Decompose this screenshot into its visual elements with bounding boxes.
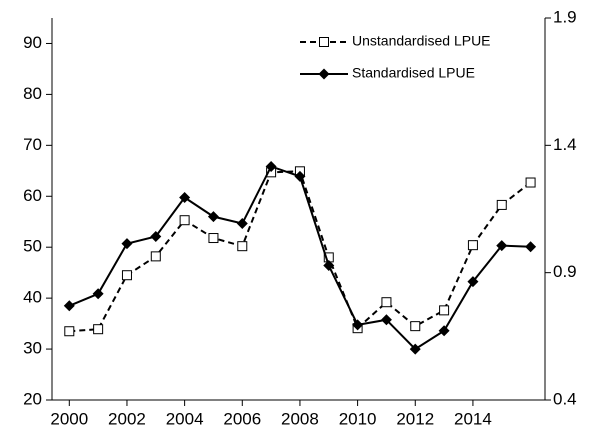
legend-marker [319, 37, 329, 47]
legend-marker [318, 68, 330, 80]
x-tick-label: 2000 [50, 409, 88, 428]
data-point [525, 177, 536, 188]
data-point [496, 240, 508, 252]
data-point [525, 241, 537, 253]
data-point [63, 300, 75, 312]
data-point [352, 319, 364, 331]
x-tick-label: 2006 [223, 409, 261, 428]
data-point [265, 160, 277, 172]
y-tick-label: 90 [23, 33, 42, 52]
data-point [410, 321, 421, 332]
data-point [380, 314, 392, 326]
x-tick-label: 2010 [339, 409, 377, 428]
x-tick-label: 2002 [108, 409, 146, 428]
data-point [179, 215, 190, 226]
data-point [323, 260, 335, 272]
data-point [121, 270, 132, 281]
x-tick-label: 2014 [454, 409, 492, 428]
y2-tick-label: 0.4 [553, 389, 577, 408]
y-tick-label: 60 [23, 186, 42, 205]
y-tick-label: 30 [23, 339, 42, 358]
data-point [409, 343, 421, 355]
data-point [93, 324, 104, 335]
data-point [150, 251, 161, 262]
data-point [439, 305, 450, 316]
data-point [208, 233, 219, 244]
data-point [207, 211, 219, 223]
data-point [121, 238, 133, 250]
series-line [69, 170, 532, 333]
data-point [294, 170, 306, 182]
y2-tick-label: 0.9 [553, 262, 577, 281]
y-tick-label: 50 [23, 237, 42, 256]
x-tick-label: 2008 [281, 409, 319, 428]
y-tick-label: 40 [23, 288, 42, 307]
data-point [438, 325, 450, 337]
y2-tick-label: 1.9 [553, 7, 577, 26]
data-point [467, 240, 478, 251]
y-tick-label: 20 [23, 389, 42, 408]
data-point [92, 288, 104, 300]
data-point [496, 199, 507, 210]
data-point [179, 192, 191, 204]
data-point [236, 218, 248, 230]
data-point [381, 297, 392, 308]
data-point [150, 231, 162, 243]
y2-tick-label: 1.4 [553, 135, 577, 154]
y-tick-label: 80 [23, 84, 42, 103]
data-point [64, 326, 75, 337]
x-tick-label: 2004 [166, 409, 204, 428]
legend-label: Unstandardised LPUE [352, 33, 491, 49]
data-point [237, 241, 248, 252]
x-tick-label: 2012 [396, 409, 434, 428]
legend-label: Standardised LPUE [352, 65, 475, 81]
data-point [467, 276, 479, 288]
series-line [68, 165, 531, 351]
y-tick-label: 70 [23, 135, 42, 154]
